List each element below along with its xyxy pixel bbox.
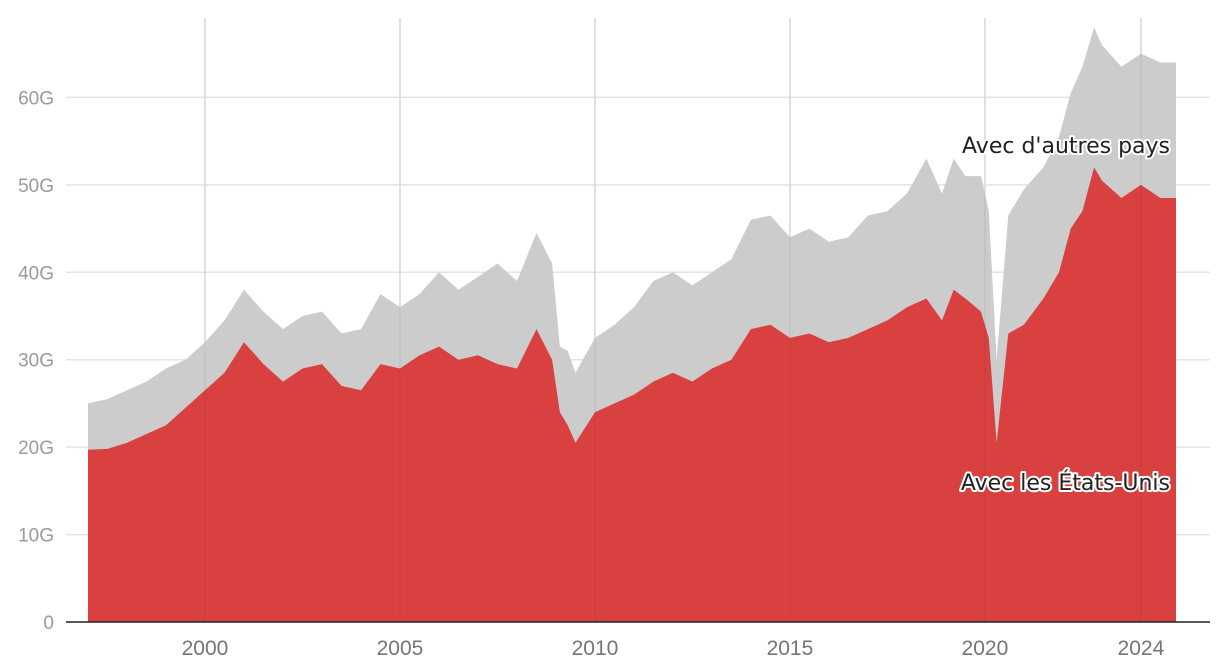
x-axis-tick-labels: 2000 2005 2010 2015 2020 2024 [182, 637, 1165, 660]
x-tick-label: 2020 [962, 637, 1009, 660]
x-tick-label: 2000 [182, 637, 229, 660]
y-axis-tick-labels: 0 10G 20G 30G 40G 50G 60G [18, 88, 54, 634]
area-united-states [88, 167, 1176, 622]
y-tick-label: 20G [18, 438, 54, 459]
y-tick-label: 0 [43, 613, 54, 634]
x-tick-label: 2024 [1118, 637, 1165, 660]
y-tick-label: 60G [18, 88, 54, 109]
annotation-other-countries: Avec d'autres pays [962, 134, 1170, 159]
annotation-united-states: Avec les États-Unis [961, 470, 1170, 496]
x-tick-label: 2010 [572, 637, 619, 660]
y-tick-label: 40G [18, 263, 54, 284]
y-tick-label: 10G [18, 526, 54, 547]
vertical-gridlines-overlay [204, 18, 1142, 622]
y-tick-label: 50G [18, 176, 54, 197]
x-tick-label: 2015 [767, 637, 814, 660]
y-tick-label: 30G [18, 351, 54, 372]
x-tick-label: 2005 [377, 637, 424, 660]
